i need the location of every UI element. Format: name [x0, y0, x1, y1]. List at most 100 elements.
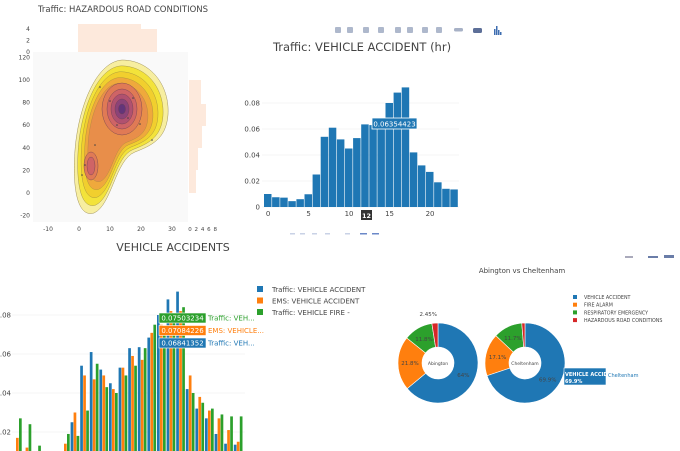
- bar-ems-accident[interactable]: [102, 375, 106, 451]
- hist-bar[interactable]: [272, 197, 280, 207]
- bar-ems-accident[interactable]: [131, 355, 134, 451]
- bar-vehicle-fire[interactable]: [172, 315, 176, 451]
- modebar-icon[interactable]: [300, 233, 305, 235]
- bar-traffic-accident[interactable]: [195, 408, 199, 451]
- bar-ems-accident[interactable]: [73, 412, 77, 451]
- bar-traffic-accident[interactable]: [137, 347, 141, 451]
- hist-bar[interactable]: [426, 171, 434, 207]
- bar-ems-accident[interactable]: [112, 389, 115, 451]
- modebar-icon[interactable]: [372, 233, 379, 235]
- hist-bar[interactable]: [377, 118, 385, 207]
- bar-ems-accident[interactable]: [140, 359, 144, 451]
- bar-vehicle-fire[interactable]: [86, 410, 89, 451]
- bar-ems-accident[interactable]: [83, 375, 86, 451]
- hist-bar[interactable]: [417, 165, 426, 207]
- hist-bar[interactable]: [385, 103, 394, 207]
- bar-ems-accident[interactable]: [92, 379, 96, 451]
- bar-traffic-accident[interactable]: [80, 365, 83, 451]
- hist-bar[interactable]: [304, 194, 313, 207]
- bar-ems-accident[interactable]: [160, 324, 163, 451]
- hist-bar[interactable]: [312, 174, 321, 208]
- legend-label[interactable]: HAZARDOUS ROAD CONDITIONS: [584, 318, 662, 324]
- bar-ems-accident[interactable]: [208, 410, 211, 451]
- legend-swatch[interactable]: [573, 310, 577, 315]
- zoom-out-icon[interactable]: [407, 27, 413, 33]
- bar-ems-accident[interactable]: [217, 418, 221, 451]
- legend-swatch[interactable]: [573, 295, 577, 299]
- save-icon[interactable]: [347, 27, 353, 33]
- pie-slice[interactable]: [431, 322, 439, 348]
- bar-vehicle-fire[interactable]: [201, 402, 205, 451]
- hist-bar[interactable]: [320, 136, 329, 207]
- spike-lines-icon[interactable]: [454, 28, 463, 32]
- bar-vehicle-fire[interactable]: [134, 365, 137, 451]
- hist-bar[interactable]: [442, 188, 450, 207]
- bar-ems-accident[interactable]: [16, 437, 19, 451]
- modebar-icon[interactable]: [290, 233, 295, 235]
- legend-label[interactable]: FIRE ALARM: [584, 303, 613, 309]
- home-icon[interactable]: [436, 27, 442, 33]
- legend-swatch[interactable]: [573, 318, 577, 323]
- pie-slice[interactable]: [521, 322, 526, 348]
- plotly-logo-icon[interactable]: [498, 30, 500, 35]
- legend-swatch[interactable]: [573, 302, 577, 307]
- hist-bar[interactable]: [450, 189, 458, 207]
- bar-traffic-accident[interactable]: [99, 369, 103, 451]
- bar-traffic-accident[interactable]: [214, 433, 218, 451]
- plotly-logo-icon[interactable]: [500, 32, 502, 35]
- hist-bar[interactable]: [393, 92, 402, 207]
- bar-vehicle-fire[interactable]: [220, 414, 224, 451]
- hist-bar[interactable]: [328, 127, 337, 207]
- legend-label[interactable]: Traffic: VEHICLE FIRE -: [271, 309, 350, 317]
- modebar-icon[interactable]: [325, 233, 330, 235]
- bar-ems-accident[interactable]: [179, 311, 182, 451]
- plotly-logo-icon[interactable]: [496, 26, 498, 35]
- bar-traffic-accident[interactable]: [70, 422, 74, 451]
- bar-vehicle-fire[interactable]: [191, 393, 195, 451]
- modebar-icon[interactable]: [648, 256, 658, 258]
- legend-label[interactable]: EMS: VEHICLE ACCIDENT: [272, 298, 360, 306]
- bar-vehicle-fire[interactable]: [163, 334, 166, 451]
- pie-slice[interactable]: [486, 322, 566, 404]
- bar-ems-accident[interactable]: [121, 367, 125, 451]
- camera-icon[interactable]: [335, 27, 341, 33]
- hist-bar[interactable]: [361, 124, 369, 207]
- bar-ems-accident[interactable]: [64, 443, 67, 451]
- hist-bar[interactable]: [369, 125, 377, 207]
- hist-bar[interactable]: [345, 148, 353, 208]
- bar-vehicle-fire[interactable]: [19, 418, 22, 451]
- modebar-icon[interactable]: [360, 233, 367, 235]
- bar-vehicle-fire[interactable]: [76, 435, 80, 451]
- pie-slice[interactable]: [406, 322, 479, 404]
- zoom-icon[interactable]: [363, 27, 369, 33]
- pan-icon[interactable]: [378, 27, 384, 33]
- bar-traffic-accident[interactable]: [118, 367, 122, 451]
- hist-bar[interactable]: [296, 199, 304, 207]
- bar-ems-accident[interactable]: [150, 332, 154, 451]
- bar-traffic-accident[interactable]: [176, 291, 179, 451]
- bar-traffic-accident[interactable]: [233, 444, 237, 451]
- legend-label[interactable]: RESPIRATORY EMERGENCY: [584, 310, 648, 316]
- hist-bar[interactable]: [288, 201, 296, 207]
- plotly-logo-icon[interactable]: [664, 255, 674, 258]
- bar-vehicle-fire[interactable]: [124, 375, 128, 451]
- bar-traffic-accident[interactable]: [224, 443, 227, 451]
- hist-bar[interactable]: [280, 197, 288, 207]
- hist-bar[interactable]: [264, 194, 272, 207]
- bar-vehicle-fire[interactable]: [153, 324, 157, 451]
- bar-vehicle-fire[interactable]: [182, 307, 185, 451]
- bar-ems-accident[interactable]: [25, 447, 29, 451]
- bar-traffic-accident[interactable]: [185, 389, 189, 451]
- bar-traffic-accident[interactable]: [128, 348, 131, 451]
- autoscale-icon[interactable]: [422, 27, 428, 33]
- bar-vehicle-fire[interactable]: [95, 363, 99, 451]
- bar-traffic-accident[interactable]: [205, 418, 208, 451]
- bar-ems-accident[interactable]: [188, 375, 192, 451]
- bar-traffic-accident[interactable]: [157, 315, 160, 451]
- bar-vehicle-fire[interactable]: [67, 433, 70, 451]
- legend-swatch[interactable]: [257, 309, 263, 315]
- hist-bar[interactable]: [353, 138, 361, 207]
- bar-ems-accident[interactable]: [236, 441, 240, 451]
- bar-traffic-accident[interactable]: [89, 352, 93, 451]
- compare-hover-icon[interactable]: [473, 28, 482, 33]
